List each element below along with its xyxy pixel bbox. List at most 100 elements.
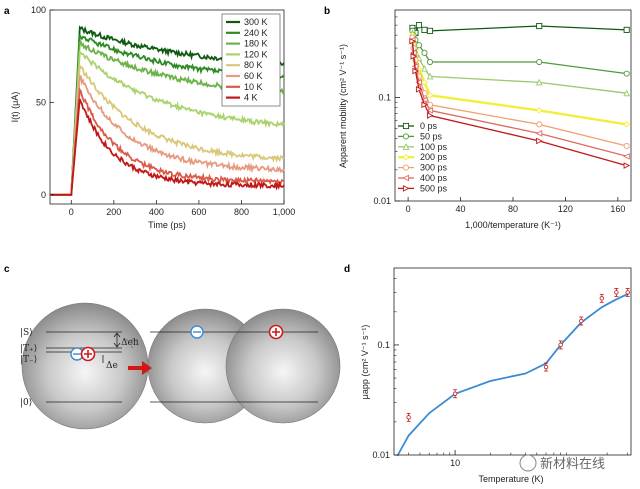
panel-b-marker (623, 121, 630, 128)
panel-a-series-line (50, 98, 285, 196)
panel-label-b: b (324, 6, 330, 17)
panel-b-xtick-label: 40 (456, 204, 466, 214)
panel-a-legend-label: 120 K (244, 49, 268, 59)
sphere-right (225, 308, 341, 424)
panel-a-ytick-label: 0 (41, 190, 46, 200)
panel-a-ylabel: I(t) (μA) (10, 92, 20, 123)
panel-b-xtick-label: 160 (610, 204, 625, 214)
panel-a-ytick-label: 50 (36, 97, 46, 107)
level-label-tplus: |T₊⟩ (20, 344, 37, 354)
panel-d-data-point (406, 415, 411, 420)
watermark-text: 新材料在线 (540, 456, 605, 472)
panel-b-marker (402, 153, 410, 161)
panel-b-marker (415, 85, 423, 93)
panel-a-xtick-label: 400 (149, 207, 164, 217)
panel-a-chart: 0 200 400 600 800 1,000 0 50 100 Time (ps) I(t) … (10, 5, 295, 230)
panel-d-chart: 10 0.01 0.1 Temperature (K) μapp (cm² V⁻¹ … (360, 267, 632, 484)
gap-arrow-eh-heads (113, 332, 121, 348)
panel-d-xtick-label: 10 (450, 458, 460, 468)
panel-a-legend-box (221, 13, 281, 107)
panel-b-marker (536, 22, 543, 30)
panel-b-series-line (411, 35, 627, 126)
panel-b-marker (426, 27, 434, 34)
panel-d-data-point (599, 296, 604, 301)
panel-b-marker (623, 70, 630, 77)
panel-a-series-line (50, 75, 285, 196)
panel-b-marker (623, 153, 630, 160)
panel-b-chart: 0 40 80 120 160 0.01 0.1 1,000/temperature (K⁻… (338, 9, 632, 230)
panel-a-series-line (50, 50, 285, 196)
panel-b-ytick-label: 0.1 (378, 92, 391, 102)
panel-b-marker (536, 137, 543, 145)
panel-b-marker (402, 122, 410, 130)
panel-b-xtick-label: 80 (508, 204, 518, 214)
panel-b-marker (402, 185, 410, 192)
panel-b-marker (421, 26, 428, 33)
panel-label-d: d (344, 264, 350, 275)
panel-b-marker (402, 164, 410, 171)
level-label-tminus: |T₋⟩ (20, 355, 37, 365)
panel-d-ytick-label: 0.01 (372, 450, 390, 460)
panel-b-legend-label: 200 ps (420, 152, 448, 162)
panel-d-ylabel: μapp (cm² V⁻¹ s⁻¹) (360, 325, 370, 400)
panel-b-xtick-label: 120 (558, 204, 573, 214)
panel-b-marker (409, 37, 417, 45)
panel-b-marker (623, 26, 630, 33)
panel-b-ticks: 0 40 80 120 160 0.01 0.1 (373, 16, 625, 214)
panel-a-legend-label: 10 K (244, 82, 263, 92)
panel-a-xlabel: Time (ps) (148, 220, 186, 230)
panel-b-series-line (411, 30, 627, 75)
panel-a-xtick-label: 0 (69, 207, 74, 217)
panel-b-legend-label: 500 ps (420, 183, 448, 193)
panel-b-marker (420, 96, 428, 104)
panel-b-marker (623, 142, 630, 150)
panel-d-xlabel: Temperature (K) (478, 474, 543, 484)
panel-b-marker (412, 67, 420, 75)
panel-b-marker (426, 58, 434, 66)
panel-d-data-point (558, 342, 563, 348)
gap-label-eh: Δeh (121, 338, 139, 348)
panel-b-series-line (411, 32, 627, 94)
dashed-bracket (126, 339, 140, 348)
panel-b-legend-label: 50 ps (420, 131, 443, 141)
panel-b-marker (426, 72, 434, 80)
panel-b-marker (410, 52, 418, 60)
panel-b-legend-label: 100 ps (420, 142, 448, 152)
panel-b-legend-label: 400 ps (420, 173, 448, 183)
panel-a-xtick-label: 1,000 (273, 207, 296, 217)
panel-b-series-line (411, 24, 627, 35)
panel-b-marker (402, 143, 410, 150)
watermark-logo-icon (519, 454, 537, 472)
panel-b-marker (426, 107, 434, 114)
panel-a-legend-label: 60 K (244, 71, 263, 81)
panel-a-series-line (50, 87, 285, 196)
panel-b-marker (421, 65, 428, 72)
panel-b-marker (421, 49, 428, 56)
panel-b-marker (623, 89, 631, 97)
panel-d-series-group (396, 288, 630, 457)
panel-b-xtick-label: 0 (406, 204, 411, 214)
panel-d-data-point (579, 318, 584, 324)
panel-a-xtick-label: 800 (234, 207, 249, 217)
panel-b-marker (426, 112, 434, 119)
panel-b-marker (535, 130, 543, 137)
panel-a-legend-label: 180 K (244, 39, 268, 49)
panel-b-marker (623, 162, 631, 169)
panel-b-marker (535, 78, 543, 86)
panel-a-frame (49, 9, 285, 205)
panel-a-legend-label: 4 K (244, 93, 258, 103)
panel-b-marker (421, 79, 428, 86)
panel-b-marker (536, 121, 543, 128)
panel-b-series-group (408, 22, 631, 169)
panel-a-xtick-label: 200 (106, 207, 121, 217)
panel-a-ytick-label: 100 (31, 5, 46, 15)
panel-b-marker (426, 92, 434, 99)
level-label-s: |S⟩ (20, 328, 33, 338)
panel-b-marker (536, 58, 543, 66)
panel-b-ylabel: Apparent mobility (cm² V⁻¹ s⁻¹) (338, 44, 348, 168)
panel-d-frame (393, 267, 632, 456)
panel-d-data-point (543, 364, 549, 370)
